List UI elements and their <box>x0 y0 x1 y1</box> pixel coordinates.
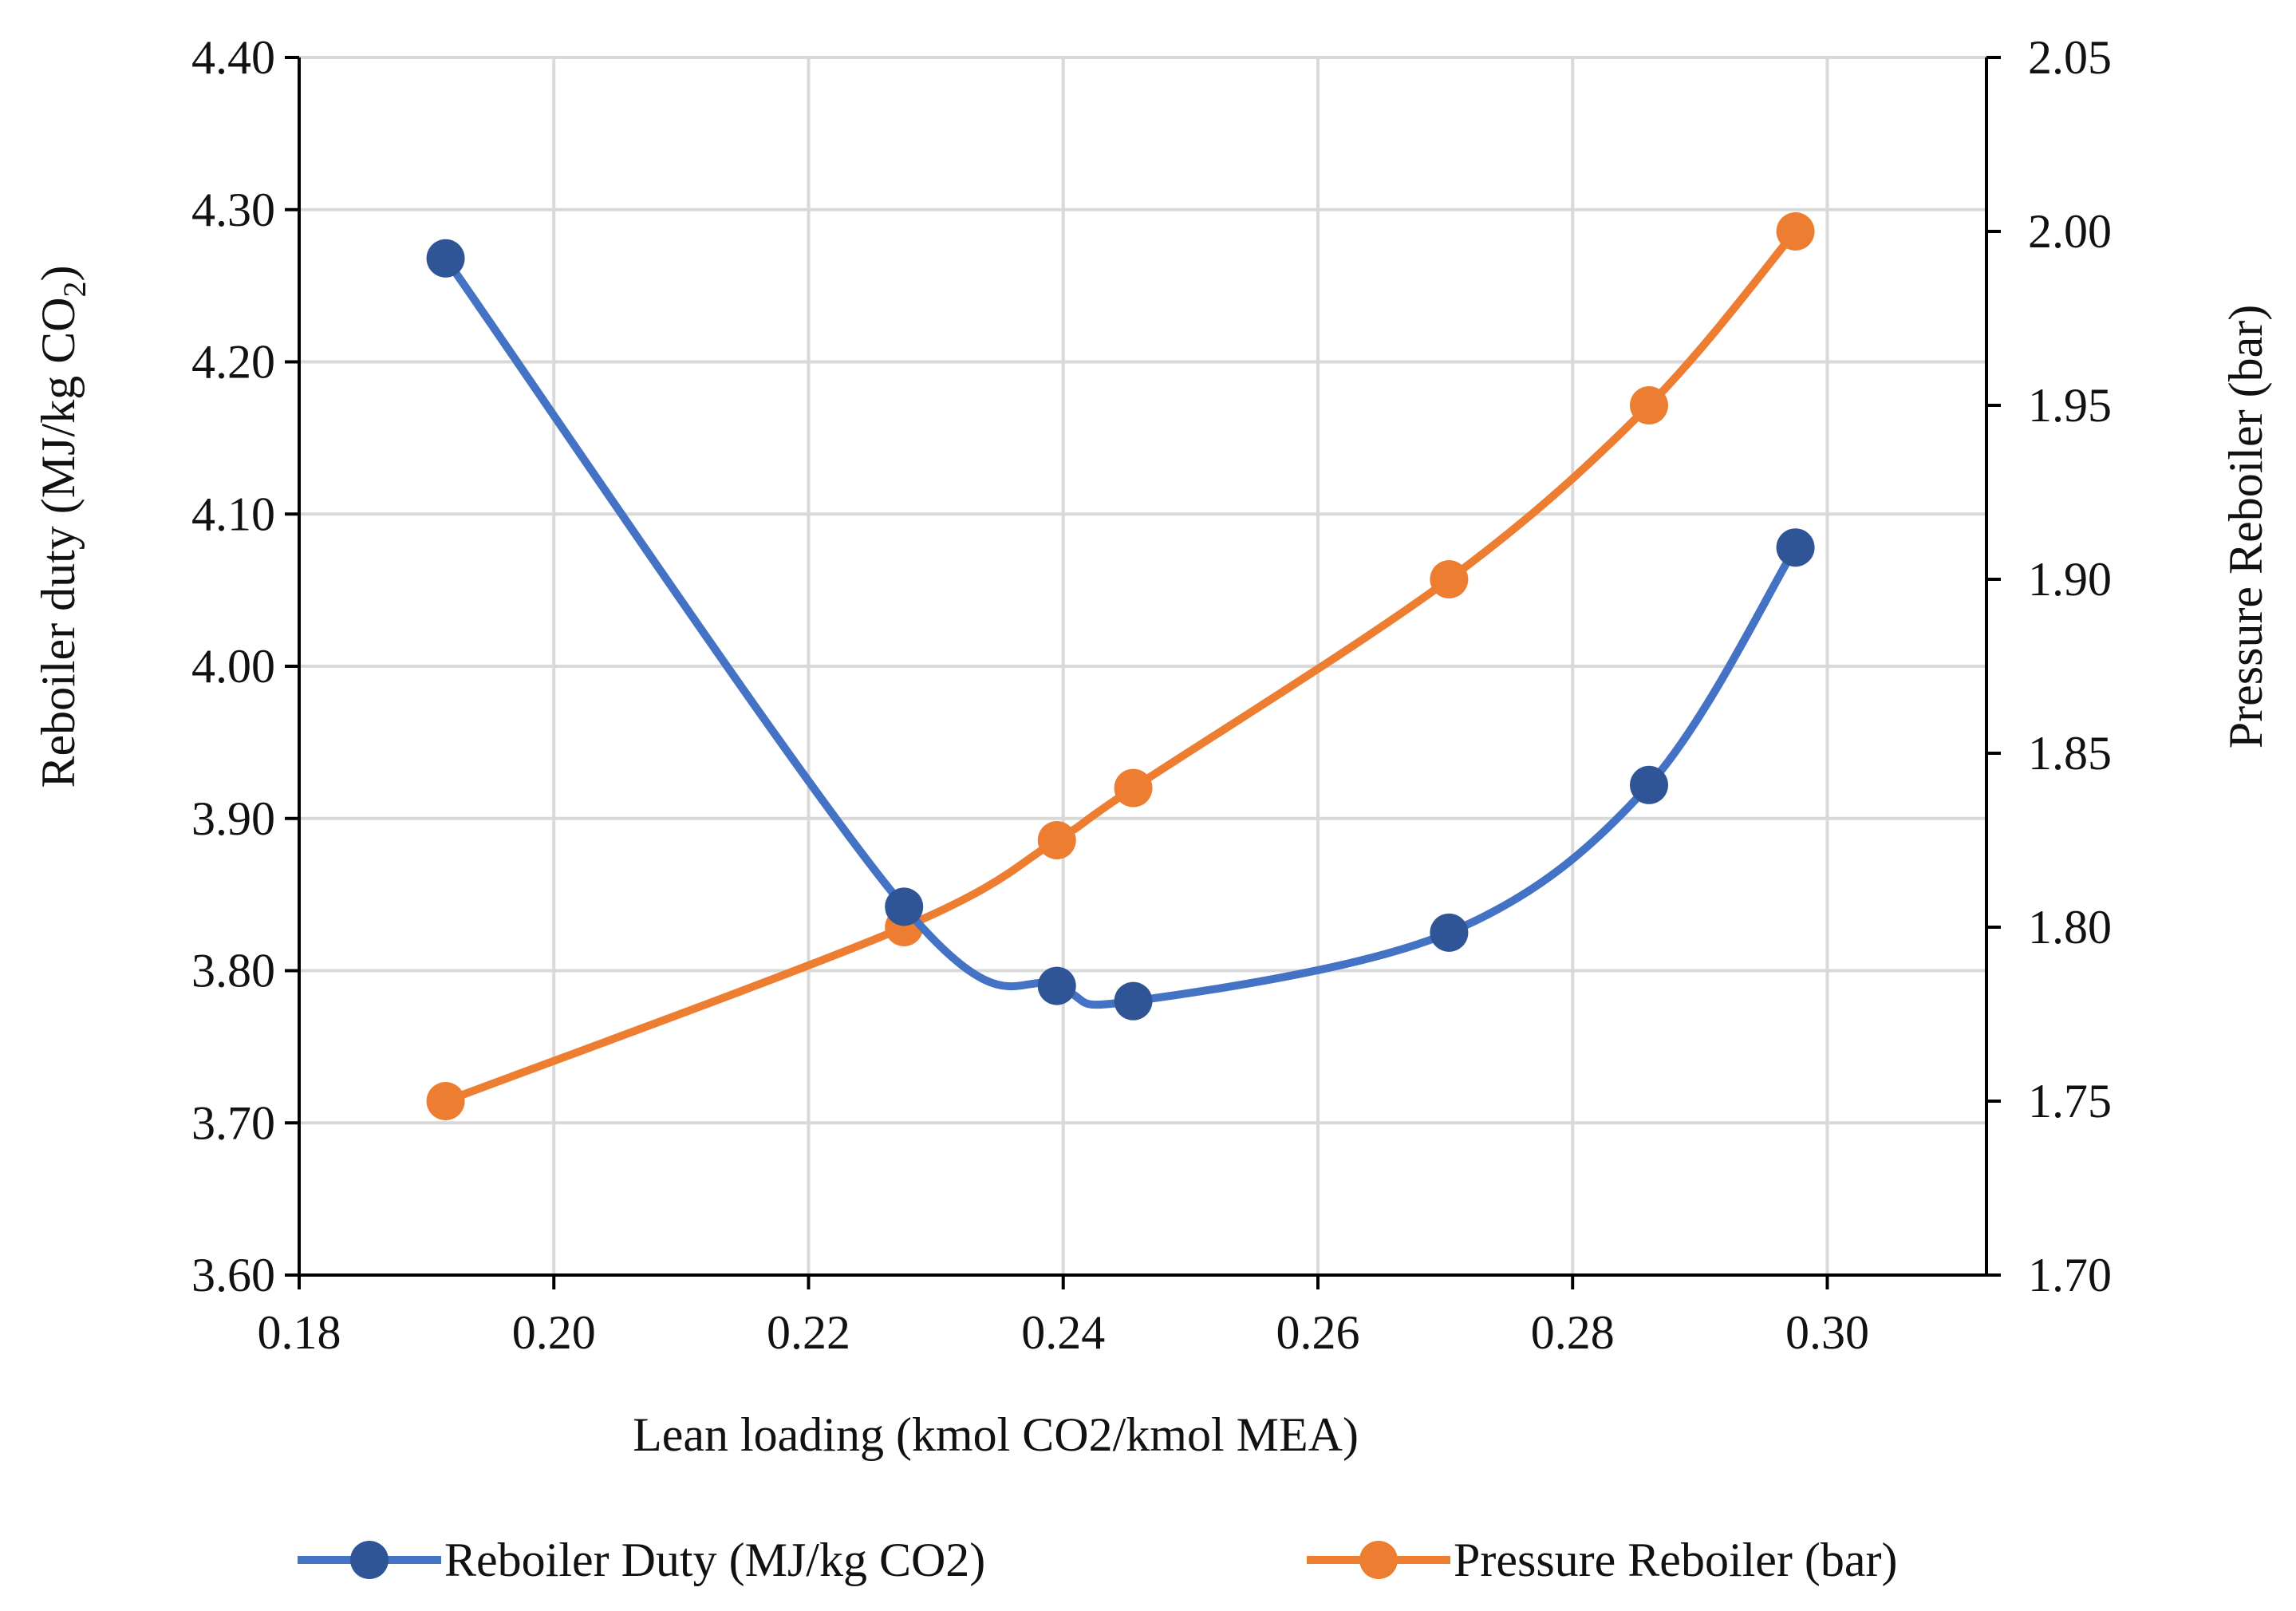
legend: Reboiler Duty (MJ/kg CO2) Pressure Reboi… <box>298 1534 1897 1586</box>
data-point-pressure-reboiler <box>426 1082 465 1120</box>
y-axis-right-title: Pressure Reboiler (bar) <box>2219 305 2272 748</box>
data-point-reboiler-duty <box>426 239 465 278</box>
y-right-tick-label: 1.70 <box>2028 1249 2112 1301</box>
y-left-tick-label: 4.00 <box>191 640 275 693</box>
y-right-tick-label: 2.05 <box>2028 31 2112 84</box>
data-point-pressure-reboiler <box>1430 560 1469 598</box>
x-tick-label: 0.22 <box>767 1306 850 1359</box>
data-point-reboiler-duty <box>1430 913 1469 952</box>
y-right-tick-label: 2.00 <box>2028 205 2112 258</box>
data-point-reboiler-duty <box>1630 765 1668 804</box>
x-tick-label: 0.20 <box>512 1306 596 1359</box>
tick-labels: 0.18 0.20 0.22 0.24 0.26 0.28 0.30 3.60 3.70 3.80… <box>191 31 2112 1359</box>
y-right-tick-label: 1.80 <box>2028 901 2112 954</box>
y-right-tick-label: 1.75 <box>2028 1075 2112 1127</box>
y-left-tick-label: 3.70 <box>191 1096 275 1149</box>
y-left-tick-label: 4.10 <box>191 488 275 540</box>
y-right-tick-label: 1.85 <box>2028 727 2112 780</box>
data-point-pressure-reboiler <box>1630 386 1668 424</box>
y-axis-left-title-close: ) <box>32 266 85 282</box>
y-axis-left-title-subscript: 2 <box>57 282 93 298</box>
y-left-tick-label: 3.60 <box>191 1249 275 1301</box>
series-line-reboiler-duty <box>441 254 1800 1009</box>
data-point-pressure-reboiler <box>1037 821 1076 859</box>
data-point-reboiler-duty <box>1776 528 1815 567</box>
data-point-pressure-reboiler <box>1776 212 1815 251</box>
y-axis-left-title-main: Reboiler duty (MJ/kg CO <box>32 298 85 788</box>
legend-marker-reboiler-duty <box>350 1541 389 1579</box>
data-point-pressure-reboiler <box>1114 768 1153 807</box>
data-point-reboiler-duty <box>1037 966 1076 1005</box>
data-point-reboiler-duty <box>885 887 924 926</box>
y-right-tick-label: 1.90 <box>2028 553 2112 606</box>
x-tick-label: 0.18 <box>258 1306 341 1359</box>
x-axis-title: Lean loading (kmol CO2/kmol MEA) <box>633 1408 1359 1461</box>
y-left-tick-label: 4.20 <box>191 336 275 389</box>
series-layer <box>426 212 1815 1120</box>
y-left-tick-label: 4.40 <box>191 31 275 84</box>
y-left-tick-label: 3.80 <box>191 945 275 997</box>
x-tick-label: 0.28 <box>1531 1306 1615 1359</box>
legend-label-pressure-reboiler: Pressure Reboiler (bar) <box>1454 1534 1897 1586</box>
y-left-tick-label: 4.30 <box>191 184 275 236</box>
legend-label-reboiler-duty: Reboiler Duty (MJ/kg CO2) <box>444 1534 985 1586</box>
x-tick-label: 0.30 <box>1785 1306 1869 1359</box>
axes <box>285 56 2001 1289</box>
y-axis-left-title: Reboiler duty (MJ/kg CO2) <box>32 266 93 788</box>
data-point-reboiler-duty <box>1114 981 1153 1021</box>
y-left-tick-label: 3.90 <box>191 792 275 845</box>
y-right-tick-label: 1.95 <box>2028 379 2112 432</box>
x-tick-label: 0.26 <box>1276 1306 1359 1359</box>
legend-marker-pressure-reboiler <box>1359 1541 1398 1579</box>
x-tick-label: 0.24 <box>1021 1306 1105 1359</box>
gridlines <box>299 56 1986 1275</box>
